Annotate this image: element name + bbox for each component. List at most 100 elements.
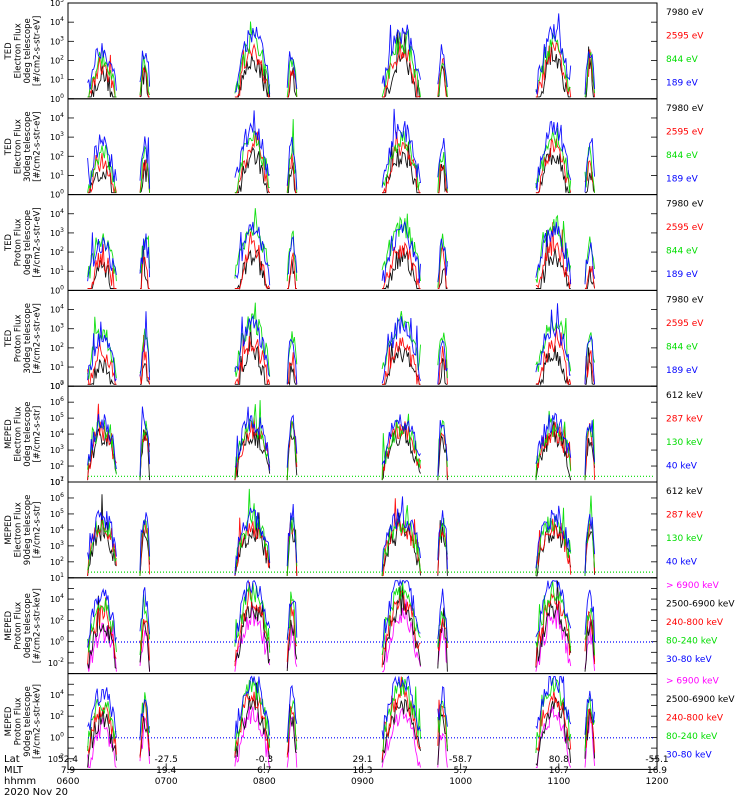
y-tick-label: 106	[50, 492, 64, 503]
y-tick-exp: 4	[60, 428, 64, 435]
y-tick-label: 104	[50, 524, 64, 535]
trace-meped-electron-90-3	[87, 496, 596, 576]
y-tick-exp: 1	[60, 361, 64, 368]
y-axis-label-line: [#/cm2-s-str-eV]	[33, 16, 43, 86]
y-tick-label: 107	[50, 380, 64, 391]
trace-ted-proton-0-0	[87, 230, 596, 291]
x-tick-mlt: 10.7	[549, 766, 569, 776]
y-tick-label: 104	[50, 689, 64, 700]
y-tick-exp: 3	[60, 444, 64, 451]
legend-entry-3: 189 eV	[666, 79, 699, 89]
y-tick-base: 10	[50, 574, 60, 583]
trace-meped-proton-0-1	[87, 580, 596, 672]
y-axis-label: MEPEDProton Flux90deg telescope[#/cm2-s-…	[4, 684, 43, 759]
y-tick-label: 100	[50, 189, 64, 200]
y-axis-label-line: 90deg telescope	[23, 495, 33, 566]
y-tick-label: 101	[50, 74, 64, 85]
y-tick-exp: 2	[60, 150, 64, 157]
y-axis-label-line: Proton Flux	[14, 602, 24, 650]
x-tick-lat: 29.1	[352, 755, 372, 765]
legend-entry-1: 2595 eV	[666, 127, 704, 137]
trace-ted-electron-0-2	[87, 21, 596, 98]
trace-ted-proton-30-3	[87, 303, 596, 385]
y-axis-label-line: Proton Flux	[14, 698, 24, 746]
y-tick-base: 10	[50, 595, 60, 604]
y-tick-base: 10	[50, 430, 60, 439]
y-axis-label-line: 0deg telescope	[23, 593, 33, 658]
y-tick-exp: 2	[60, 54, 64, 61]
y-tick-label: 105	[50, 412, 64, 423]
y-tick-base: 10	[50, 462, 60, 471]
legend-entry-2: 130 keV	[666, 438, 703, 448]
y-tick-exp: 1	[60, 74, 64, 81]
x-row-label-lat: Lat	[4, 754, 20, 765]
trace-ted-electron-30-2	[87, 119, 596, 194]
legend-entry-0: 612 keV	[666, 487, 703, 497]
y-tick-label: 101	[50, 361, 64, 372]
y-tick-label: 104	[50, 428, 64, 439]
y-tick-base: 10	[48, 755, 58, 764]
y-tick-label: 102	[50, 54, 64, 65]
y-tick-base: 10	[50, 494, 60, 503]
traces-layer	[87, 13, 655, 768]
y-tick-label: 100	[50, 380, 64, 391]
y-tick-exp: 0	[60, 731, 64, 738]
trace-meped-proton-0-3	[87, 580, 596, 656]
y-tick-exp: 2	[60, 556, 64, 563]
legend-entry-2: 240-800 keV	[666, 714, 724, 724]
x-row-label-hhmm: hhmm	[4, 776, 36, 787]
y-tick-label: 104	[50, 593, 64, 604]
y-tick-exp: 4	[60, 689, 64, 696]
y-tick-exp: 0	[60, 93, 64, 100]
trace-meped-proton-90-2	[87, 676, 596, 760]
y-axis-label-line: 30deg telescope	[23, 303, 33, 374]
y-tick-base: 10	[50, 691, 60, 700]
y-tick-label: 102	[50, 246, 64, 257]
trace-meped-proton-0-0	[87, 599, 596, 673]
date-label: 2020 Nov 20	[4, 787, 68, 798]
y-tick-exp: 4	[60, 524, 64, 531]
y-tick-base: 10	[50, 325, 60, 334]
y-tick-label: 104	[50, 208, 64, 219]
trace-ted-proton-0-1	[87, 222, 596, 290]
y-axis-label-line: [#/cm2-s-str-keV]	[33, 588, 43, 663]
legend-entry-0: 7980 eV	[666, 295, 704, 305]
y-tick-label: 102	[50, 710, 64, 721]
y-tick-base: 10	[50, 363, 60, 372]
legend-entry-2: 240-800 keV	[666, 618, 724, 628]
y-axis-label-line: Electron Flux	[14, 502, 24, 557]
frames-layer	[67, 2, 658, 770]
panel-frame-ted-electron-0	[67, 2, 658, 100]
y-tick-label: 101	[50, 265, 64, 276]
y-tick-exp: 2	[60, 710, 64, 717]
y-tick-base: 10	[50, 229, 60, 238]
legend-entry-3: 189 eV	[666, 270, 699, 280]
y-axis-label-line: MEPED	[4, 515, 14, 545]
legend-entry-4: 30-80 keV	[666, 751, 712, 761]
y-tick-base: 10	[50, 133, 60, 142]
y-tick-base: 10	[50, 248, 60, 257]
y-tick-base: 10	[50, 56, 60, 65]
y-tick-label: 103	[50, 540, 64, 551]
y-tick-exp: 1	[60, 265, 64, 272]
trace-ted-electron-0-3	[87, 13, 596, 95]
y-tick-label: 101	[50, 476, 64, 487]
y-tick-exp: -2	[58, 753, 64, 760]
y-tick-exp: 7	[60, 476, 64, 483]
y-axis-label-line: TED	[4, 42, 14, 61]
trace-ted-electron-0-1	[87, 41, 596, 98]
y-tick-label: 103	[50, 227, 64, 238]
y-tick-exp: 0	[60, 636, 64, 643]
panel-frame-meped-electron-0	[67, 385, 658, 483]
y-tick-exp: 4	[60, 304, 64, 311]
x-tick-mlt: 19.4	[156, 766, 176, 776]
y-tick-exp: 5	[60, 0, 64, 4]
y-tick-base: 10	[50, 0, 60, 8]
y-tick-exp: 1	[60, 476, 64, 483]
trace-ted-proton-0-2	[87, 208, 596, 288]
y-axis-label-line: [#/cm2-s-str]	[33, 406, 43, 463]
